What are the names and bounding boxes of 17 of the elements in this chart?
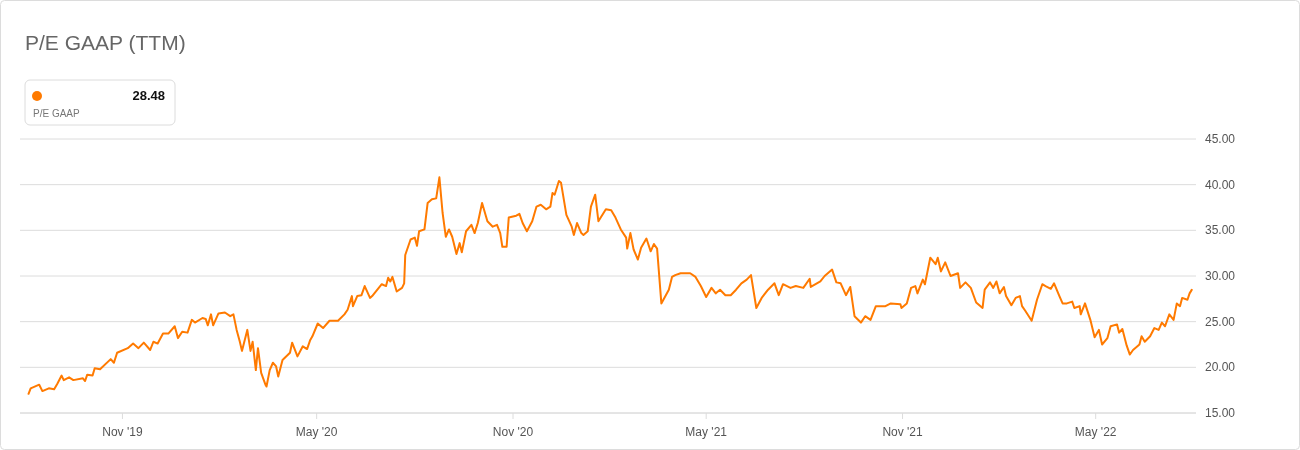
x-tick-label: May '21 [685, 425, 728, 439]
y-tick-label: 45.00 [1205, 132, 1236, 146]
x-tick-label: May '20 [295, 425, 338, 439]
y-tick-label: 25.00 [1205, 314, 1236, 329]
x-tick-label: Nov '19 [102, 425, 143, 439]
line-series [27, 176, 1193, 395]
y-tick-label: 40.00 [1205, 177, 1236, 192]
x-tick-label: Nov '20 [492, 425, 534, 439]
x-tick-label: Nov '21 [882, 425, 924, 439]
chart-title: P/E GAAP (TTM) [25, 31, 186, 54]
text: P/E GAAP [33, 108, 81, 119]
x-tick-label: May '22 [1074, 425, 1117, 439]
y-tick-label: 30.00 [1205, 269, 1236, 283]
y-tick-label: 15.00 [1205, 406, 1236, 420]
y-tick-label: 35.00 [1205, 223, 1236, 238]
text: 28.48 [132, 88, 165, 103]
y-tick-label: 20.00 [1205, 360, 1236, 375]
